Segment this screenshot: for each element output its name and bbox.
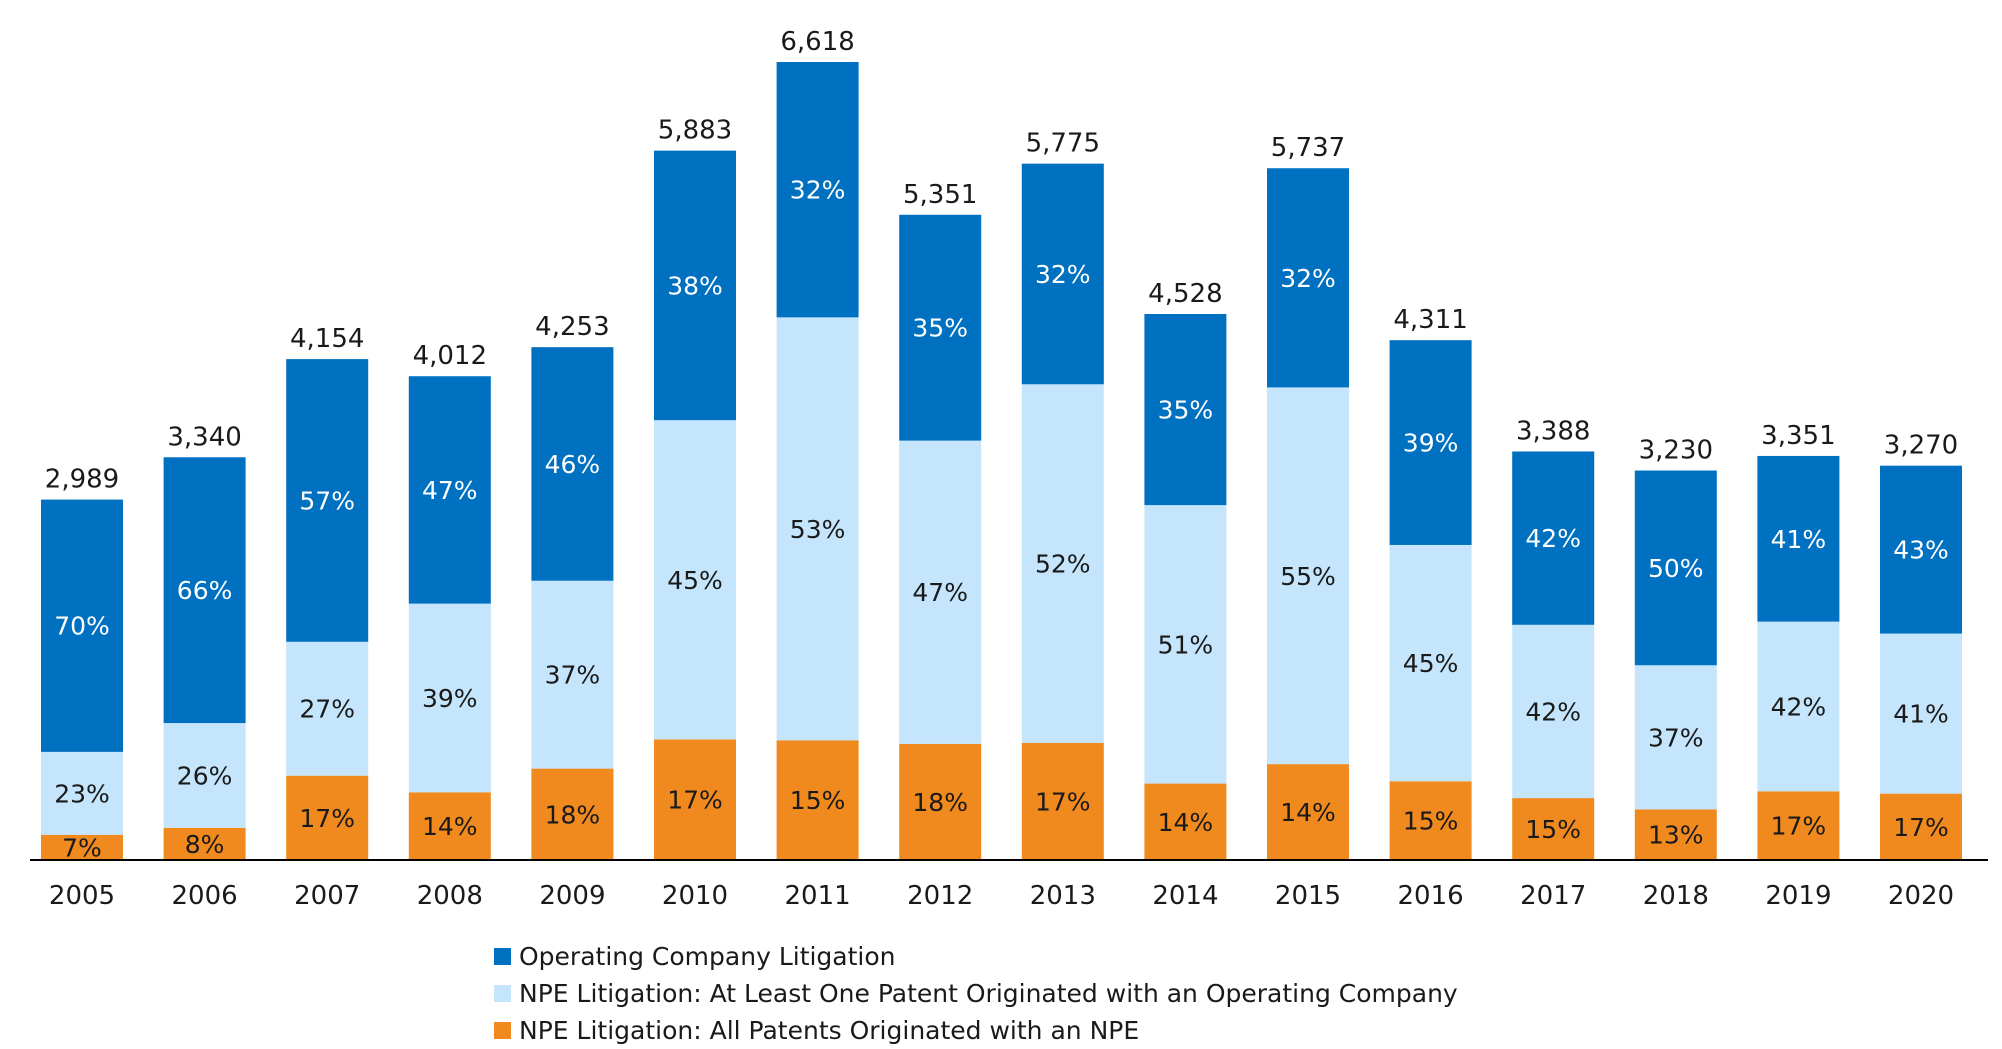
- x-tick-label-2008: 2008: [417, 881, 483, 911]
- x-tick-label-2011: 2011: [785, 881, 851, 911]
- data-label-2018-s1: 37%: [1648, 723, 1704, 752]
- data-label-2020-s0: 17%: [1893, 813, 1949, 842]
- data-label-2006-s1: 26%: [177, 761, 233, 790]
- total-label-2013: 5,775: [1026, 129, 1100, 159]
- data-label-2010-s2: 38%: [667, 271, 723, 300]
- data-label-2020-s2: 43%: [1893, 536, 1949, 565]
- x-tick-label-2006: 2006: [172, 881, 238, 911]
- data-label-2015-s1: 55%: [1280, 562, 1336, 591]
- data-label-2007-s0: 17%: [299, 804, 355, 833]
- data-label-2011-s2: 32%: [790, 176, 846, 205]
- x-tick-label-2007: 2007: [294, 881, 360, 911]
- data-label-2009-s1: 37%: [545, 661, 601, 690]
- legend-item-npe-at-least-one: NPE Litigation: At Least One Patent Orig…: [494, 975, 1458, 1012]
- total-label-2019: 3,351: [1761, 421, 1835, 451]
- data-label-2005-s2: 70%: [54, 612, 110, 641]
- total-label-2011: 6,618: [780, 27, 854, 57]
- x-tick-label-2009: 2009: [539, 881, 605, 911]
- data-label-2007-s2: 57%: [299, 486, 355, 515]
- total-label-2018: 3,230: [1639, 436, 1713, 466]
- data-label-2014-s1: 51%: [1158, 630, 1214, 659]
- legend-swatch-npe-at-least-one: [494, 985, 511, 1002]
- legend-label-operating-company: Operating Company Litigation: [519, 942, 896, 971]
- x-tick-label-2013: 2013: [1030, 881, 1096, 911]
- x-tick-label-2005: 2005: [49, 881, 115, 911]
- x-axis-tick-labels: 2005 2006 2007 2008 2009 2010 2011 2012 2013 2014…: [49, 881, 1954, 911]
- data-label-2009-s0: 18%: [545, 800, 601, 829]
- total-label-2010: 5,883: [658, 116, 732, 146]
- data-label-2012-s1: 47%: [912, 578, 968, 607]
- data-label-2006-s0: 8%: [185, 830, 225, 859]
- legend-item-operating-company: Operating Company Litigation: [494, 938, 1458, 975]
- x-tick-label-2016: 2016: [1398, 881, 1464, 911]
- data-label-2010-s1: 45%: [667, 566, 723, 595]
- data-label-2014-s0: 14%: [1158, 808, 1214, 837]
- data-label-2009-s2: 46%: [545, 450, 601, 479]
- data-label-2012-s2: 35%: [912, 314, 968, 343]
- total-label-2008: 4,012: [413, 341, 487, 371]
- data-label-2015-s0: 14%: [1280, 798, 1336, 827]
- x-tick-label-2012: 2012: [907, 881, 973, 911]
- total-label-2005: 2,989: [45, 465, 119, 495]
- data-label-2019-s2: 41%: [1771, 525, 1827, 554]
- x-tick-label-2018: 2018: [1643, 881, 1709, 911]
- stacked-bar-chart: 7% 23% 70% 2,989 8% 26% 66% 3,340 17% 27% 57% 4,154…: [0, 0, 2002, 930]
- data-label-2019-s1: 42%: [1771, 692, 1827, 721]
- x-tick-label-2020: 2020: [1888, 881, 1954, 911]
- total-label-2016: 4,311: [1393, 305, 1467, 335]
- data-label-2007-s1: 27%: [299, 695, 355, 724]
- total-label-2017: 3,388: [1516, 416, 1590, 446]
- data-label-2018-s2: 50%: [1648, 554, 1704, 583]
- total-label-2009: 4,253: [535, 312, 609, 342]
- data-label-2005-s0: 7%: [62, 833, 102, 862]
- data-label-2018-s0: 13%: [1648, 821, 1704, 850]
- data-label-2012-s0: 18%: [912, 788, 968, 817]
- total-label-2015: 5,737: [1271, 133, 1345, 163]
- x-tick-label-2010: 2010: [662, 881, 728, 911]
- legend-label-npe-all-patents: NPE Litigation: All Patents Originated w…: [519, 1016, 1139, 1045]
- data-label-2015-s2: 32%: [1280, 264, 1336, 293]
- data-label-2017-s1: 42%: [1525, 697, 1581, 726]
- data-label-2019-s0: 17%: [1771, 812, 1827, 841]
- data-label-2013-s1: 52%: [1035, 550, 1091, 579]
- data-label-2008-s2: 47%: [422, 476, 478, 505]
- data-label-2016-s1: 45%: [1403, 649, 1459, 678]
- x-tick-label-2017: 2017: [1520, 881, 1586, 911]
- total-label-2006: 3,340: [167, 422, 241, 452]
- data-label-2016-s2: 39%: [1403, 429, 1459, 458]
- total-label-2020: 3,270: [1884, 431, 1958, 461]
- total-label-2007: 4,154: [290, 324, 364, 354]
- legend-swatch-operating-company: [494, 948, 511, 965]
- data-label-2014-s2: 35%: [1158, 396, 1214, 425]
- data-label-2005-s1: 23%: [54, 779, 110, 808]
- total-label-2014: 4,528: [1148, 279, 1222, 309]
- total-label-2012: 5,351: [903, 180, 977, 210]
- data-label-2011-s1: 53%: [790, 515, 846, 544]
- data-label-2016-s0: 15%: [1403, 807, 1459, 836]
- legend-item-npe-all-patents: NPE Litigation: All Patents Originated w…: [494, 1012, 1458, 1049]
- data-label-2013-s0: 17%: [1035, 787, 1091, 816]
- data-label-2017-s2: 42%: [1525, 524, 1581, 553]
- data-label-2013-s2: 32%: [1035, 260, 1091, 289]
- x-tick-label-2015: 2015: [1275, 881, 1341, 911]
- data-label-2017-s0: 15%: [1525, 815, 1581, 844]
- legend-label-npe-at-least-one: NPE Litigation: At Least One Patent Orig…: [519, 979, 1458, 1008]
- data-label-2008-s1: 39%: [422, 684, 478, 713]
- data-label-2011-s0: 15%: [790, 786, 846, 815]
- data-label-2020-s1: 41%: [1893, 700, 1949, 729]
- x-tick-label-2014: 2014: [1152, 881, 1218, 911]
- legend-swatch-npe-all-patents: [494, 1022, 511, 1039]
- data-label-2010-s0: 17%: [667, 786, 723, 815]
- legend: Operating Company Litigation NPE Litigat…: [494, 938, 1458, 1049]
- data-label-2008-s0: 14%: [422, 812, 478, 841]
- x-tick-label-2019: 2019: [1765, 881, 1831, 911]
- data-label-2006-s2: 66%: [177, 576, 233, 605]
